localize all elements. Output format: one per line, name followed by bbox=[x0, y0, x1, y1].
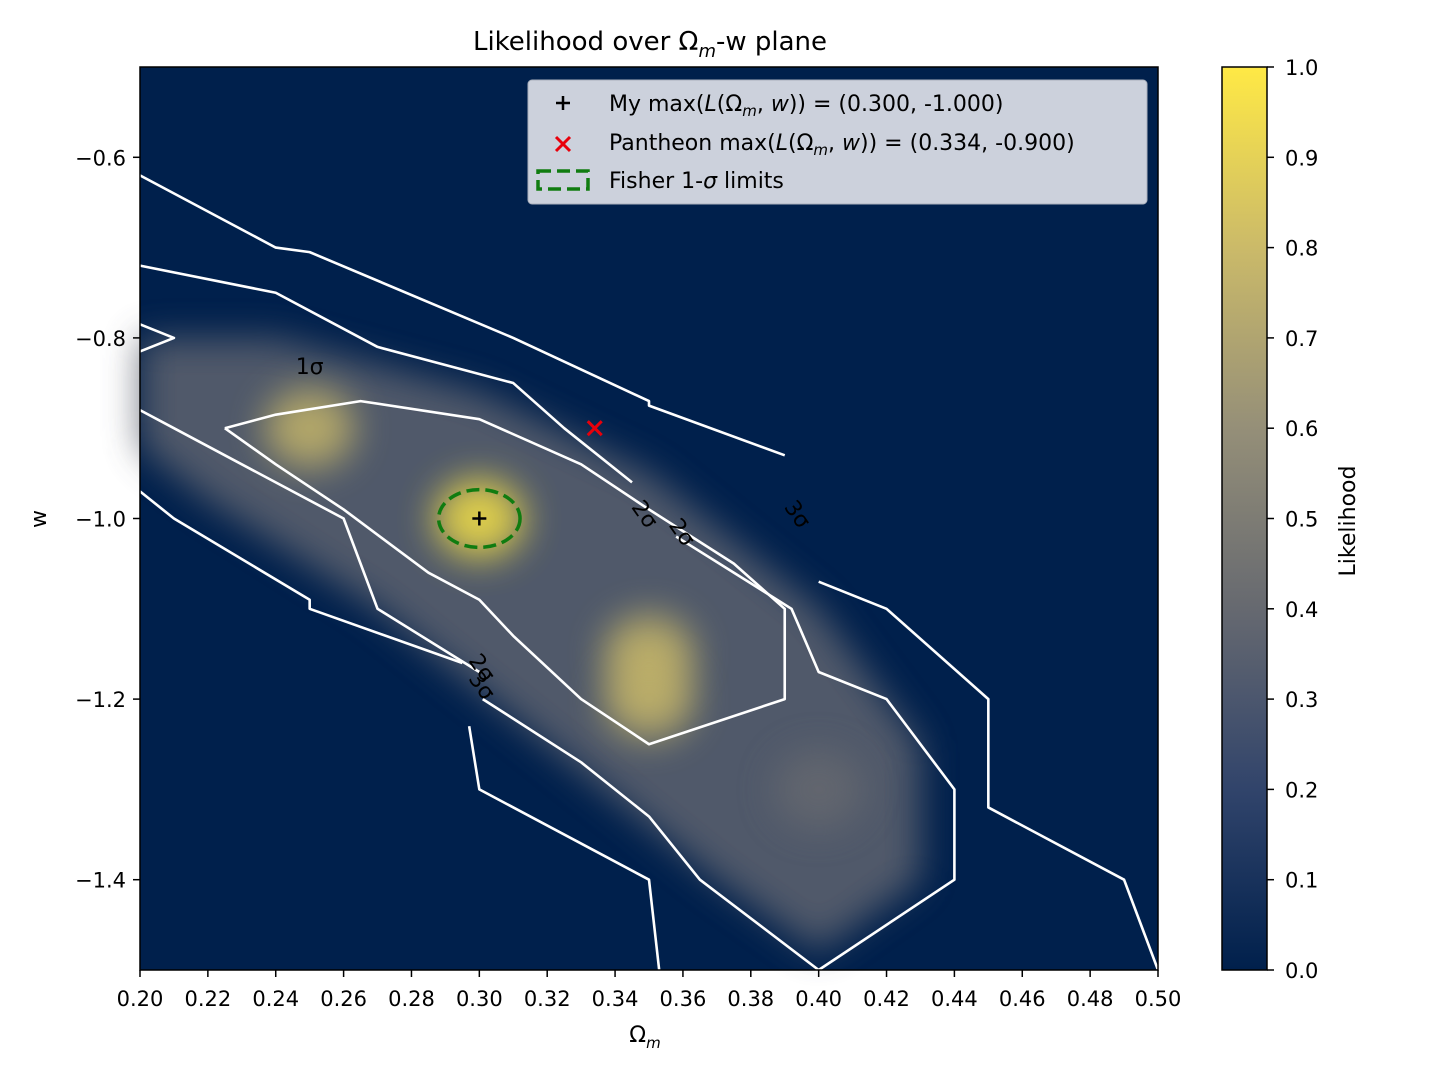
contour-2sigma bbox=[139, 408, 481, 674]
colorbar-ticks: 0.0 0.1 0.2 0.3 0.4 0.5 0.6 0.7 0.8 0.9 1.0 bbox=[1267, 56, 1318, 983]
fisher-ellipse bbox=[436, 487, 522, 550]
marker-my-max bbox=[472, 511, 487, 526]
legend-box bbox=[527, 79, 1148, 205]
contour-3sigma bbox=[467, 725, 661, 971]
x-tick-label: 0.34 bbox=[592, 987, 639, 1011]
heatmap-peak bbox=[264, 388, 355, 469]
y-tick-label: −0.8 bbox=[75, 327, 126, 351]
likelihood-band bbox=[140, 337, 921, 952]
x-tick-label: 0.22 bbox=[184, 987, 231, 1011]
legend-symbol-my-max bbox=[556, 96, 570, 110]
x-tick-label: 0.40 bbox=[795, 987, 842, 1011]
colorbar-tick-label: 0.2 bbox=[1285, 778, 1318, 802]
heatmap-peak bbox=[604, 659, 694, 740]
colorbar-label: Likelihood bbox=[1336, 466, 1361, 577]
x-tick-label: 0.46 bbox=[999, 987, 1046, 1011]
x-tick-label: 0.48 bbox=[1067, 987, 1114, 1011]
legend-entry-pantheon-max: Pantheon max(L(Ωm, w)) = (0.334, -0.900) bbox=[609, 131, 1075, 159]
x-axis-label: Ωm bbox=[629, 1023, 660, 1052]
colorbar-tick-label: 1.0 bbox=[1285, 56, 1318, 80]
x-tick-label: 0.42 bbox=[863, 987, 910, 1011]
marker-pantheon-max bbox=[586, 420, 603, 437]
x-tick-label: 0.32 bbox=[524, 987, 571, 1011]
colorbar-tick-label: 0.7 bbox=[1285, 327, 1318, 351]
y-tick-label: −1.0 bbox=[75, 508, 126, 532]
colorbar-tick-label: 0.3 bbox=[1285, 688, 1318, 712]
contour-2sigma bbox=[139, 264, 633, 484]
y-axis-label: w bbox=[27, 510, 52, 528]
heatmap-peaks bbox=[140, 337, 921, 952]
colorbar-tick-label: 0.6 bbox=[1285, 417, 1318, 441]
x-tick-label: 0.30 bbox=[456, 987, 503, 1011]
x-tick-label: 0.20 bbox=[117, 987, 164, 1011]
legend: My max(L(Ωm, w)) = (0.300, -1.000) Panth… bbox=[527, 79, 1148, 205]
legend-entry-my-max: My max(L(Ωm, w)) = (0.300, -1.000) bbox=[609, 92, 1003, 120]
colorbar-tick-label: 0.9 bbox=[1285, 146, 1318, 170]
legend-symbol-fisher bbox=[536, 169, 590, 191]
contour-lines bbox=[139, 174, 1160, 972]
contour-3sigma bbox=[818, 580, 1160, 971]
contour-2sigma bbox=[482, 698, 820, 972]
colorbar-tick-label: 0.5 bbox=[1285, 508, 1318, 532]
colorbar-tick-label: 0.0 bbox=[1285, 959, 1318, 983]
contour-label: 1σ bbox=[296, 355, 324, 380]
contour-2sigma bbox=[675, 535, 956, 972]
y-tick-label: −1.2 bbox=[75, 688, 126, 712]
x-tick-label: 0.50 bbox=[1135, 987, 1182, 1011]
x-tick-label: 0.24 bbox=[252, 987, 299, 1011]
colorbar-tick-label: 0.4 bbox=[1285, 598, 1318, 622]
colorbar-gradient bbox=[1221, 66, 1268, 971]
x-axis: 0.20 0.22 0.24 0.26 0.28 0.30 0.32 0.34 0.36 0.38… bbox=[117, 970, 1182, 1011]
x-tick-label: 0.38 bbox=[727, 987, 774, 1011]
x-tick-label: 0.44 bbox=[931, 987, 978, 1011]
heatmap-peak bbox=[773, 749, 864, 830]
colorbar-tick-label: 0.1 bbox=[1285, 869, 1318, 893]
contour-3sigma bbox=[139, 490, 463, 665]
colorbar-tick-label: 0.8 bbox=[1285, 237, 1318, 261]
colorbar: 0.0 0.1 0.2 0.3 0.4 0.5 0.6 0.7 0.8 0.9 1.0 Likeli… bbox=[1221, 56, 1361, 983]
y-tick-label: −1.4 bbox=[75, 869, 126, 893]
marker-layer bbox=[436, 420, 603, 550]
y-axis: −0.6 −0.8 −1.0 −1.2 −1.4 bbox=[75, 146, 140, 893]
legend-entry-fisher: Fisher 1-σ limits bbox=[609, 169, 784, 194]
chart-title: Likelihood over Ωm-w plane bbox=[473, 27, 827, 62]
contour-1sigma bbox=[224, 399, 787, 746]
legend-symbol-pantheon-max bbox=[554, 135, 572, 153]
x-tick-label: 0.36 bbox=[660, 987, 707, 1011]
x-tick-label: 0.28 bbox=[388, 987, 435, 1011]
contour-3sigma bbox=[139, 323, 176, 353]
contour-3sigma bbox=[139, 174, 786, 457]
x-tick-label: 0.26 bbox=[320, 987, 367, 1011]
y-tick-label: −0.6 bbox=[75, 146, 126, 170]
